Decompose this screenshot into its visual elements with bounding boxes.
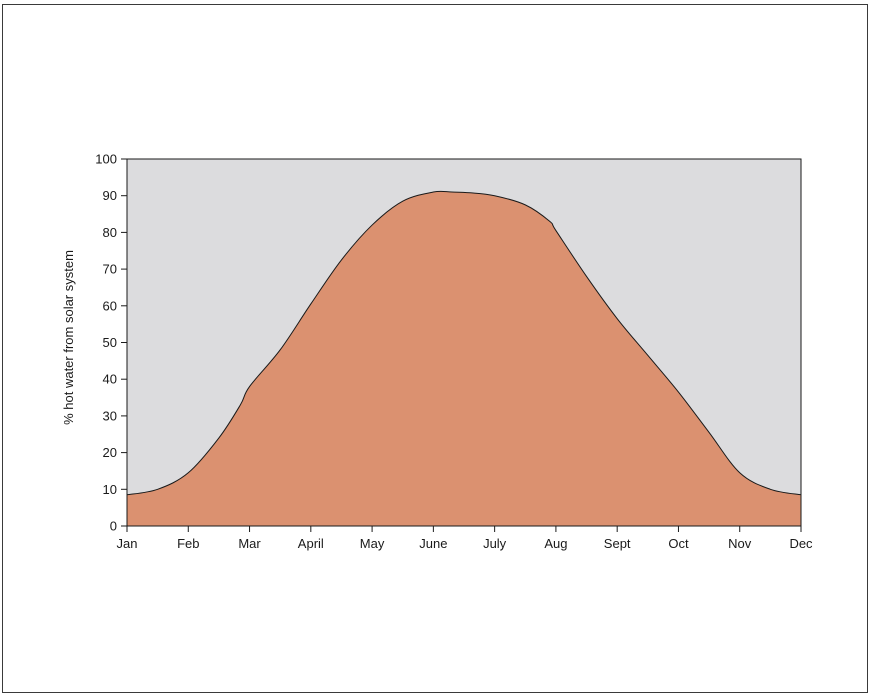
- x-tick-label: Sept: [604, 536, 631, 551]
- y-tick-label: 0: [110, 519, 117, 534]
- y-axis-title: % hot water from solar system: [61, 250, 76, 425]
- x-tick-label: Aug: [544, 536, 567, 551]
- x-tick-label: May: [360, 536, 385, 551]
- x-tick-label: April: [298, 536, 324, 551]
- x-tick-label: Dec: [789, 536, 813, 551]
- chart: 0 10 20 30 40 50 60 70 80 90 100 Jan Feb Mar April May…: [61, 152, 813, 552]
- x-axis: Jan Feb Mar April May June July Aug Sept Oct Nov De…: [117, 526, 813, 551]
- x-tick-label: June: [419, 536, 447, 551]
- y-tick-label: 60: [103, 298, 117, 313]
- y-tick-label: 30: [103, 408, 117, 423]
- y-tick-label: 20: [103, 445, 117, 460]
- figure-frame: 0 10 20 30 40 50 60 70 80 90 100 Jan Feb Mar April May…: [2, 4, 868, 693]
- y-axis: 0 10 20 30 40 50 60 70 80 90 100: [95, 152, 127, 534]
- area-series: [126, 190, 802, 527]
- x-tick-label: July: [483, 536, 507, 551]
- y-tick-label: 10: [103, 482, 117, 497]
- y-tick-label: 80: [103, 225, 117, 240]
- x-tick-label: Jan: [117, 536, 138, 551]
- y-tick-label: 100: [95, 152, 117, 167]
- y-tick-label: 90: [103, 188, 117, 203]
- x-tick-label: Nov: [728, 536, 752, 551]
- y-tick-label: 40: [103, 372, 117, 387]
- x-tick-label: Feb: [177, 536, 199, 551]
- y-tick-label: 70: [103, 262, 117, 277]
- x-tick-label: Oct: [668, 536, 689, 551]
- y-tick-label: 50: [103, 335, 117, 350]
- x-tick-label: Mar: [238, 536, 261, 551]
